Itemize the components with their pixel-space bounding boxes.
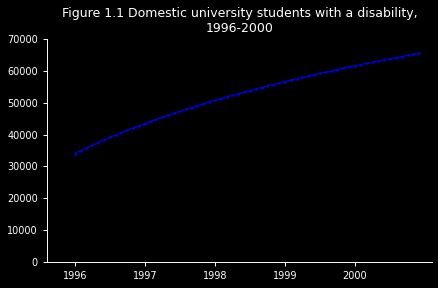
Title: Figure 1.1 Domestic university students with a disability,
1996-2000: Figure 1.1 Domestic university students … [61, 7, 416, 35]
